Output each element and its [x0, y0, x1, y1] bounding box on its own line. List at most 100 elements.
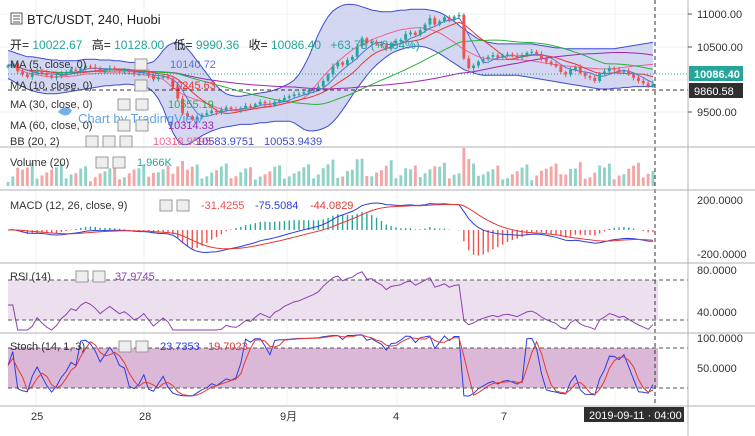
- candle-body: [98, 68, 102, 72]
- ma10-settings-icon[interactable]: [134, 79, 148, 92]
- price-tick: 9500.00: [697, 107, 737, 119]
- volume-bar: [108, 168, 112, 186]
- candle-body: [627, 71, 631, 75]
- candle-body: [69, 69, 73, 73]
- volume-bar: [399, 175, 403, 186]
- volume-bar: [370, 176, 374, 186]
- macd-settings-icon[interactable]: [159, 199, 173, 212]
- stoch-close-icon[interactable]: [135, 340, 149, 353]
- stoch-label[interactable]: Stoch (14, 1, 3): [10, 341, 85, 353]
- volume-bar: [491, 169, 495, 186]
- volume-close-icon[interactable]: [112, 156, 126, 169]
- candle-body: [355, 46, 359, 57]
- stoch-axis[interactable]: 100.0000 50.0000: [697, 333, 743, 375]
- bb-settings-icon[interactable]: [85, 135, 133, 148]
- volume-bar: [355, 159, 359, 186]
- volume-bar: [607, 163, 611, 186]
- macd-histogram: [12, 212, 654, 256]
- ma5-settings-icon[interactable]: [134, 58, 148, 71]
- volume-bar: [549, 166, 553, 186]
- candle-body: [336, 62, 340, 67]
- bb-basis-line: [7, 27, 654, 112]
- candle-body: [467, 58, 471, 69]
- candle-body: [622, 71, 626, 73]
- volume-bar: [496, 165, 500, 186]
- candle-body: [520, 55, 524, 58]
- macd-axis[interactable]: 200.0000 -200.0000: [697, 195, 747, 261]
- volume-bar: [59, 163, 63, 186]
- tradingview-watermark[interactable]: Chart by TradingView: [58, 107, 203, 126]
- ma30-settings-icon[interactable]: [117, 98, 149, 111]
- watermark-text: Chart by TradingView: [78, 111, 203, 126]
- volume-bar: [84, 166, 87, 186]
- rsi-tick: 40.0000: [697, 307, 737, 319]
- rsi-label[interactable]: RSI (14): [10, 271, 51, 283]
- symbol-title[interactable]: BTC/USDT, 240, Huobi: [27, 12, 161, 27]
- candle-body: [205, 113, 209, 115]
- volume-bar: [132, 169, 136, 186]
- candle-body: [210, 110, 214, 114]
- candle-body: [50, 75, 54, 78]
- volume-bar: [559, 174, 563, 186]
- candle-body: [122, 70, 126, 72]
- volume-bar: [224, 163, 228, 186]
- volume-bar: [472, 163, 475, 186]
- ma30-label[interactable]: MA (30, close, 0): [10, 99, 93, 111]
- ma60-settings-icon[interactable]: [117, 119, 149, 132]
- volume-bar: [341, 176, 345, 186]
- stoch-d-value: 19.7023: [208, 341, 248, 353]
- candle-body: [190, 116, 194, 120]
- bb-label[interactable]: BB (20, 2): [10, 136, 60, 148]
- stoch-settings-icon[interactable]: [118, 340, 132, 353]
- rsi-settings-icon[interactable]: [75, 270, 89, 283]
- candle-body: [21, 71, 24, 75]
- candle-body: [443, 17, 446, 22]
- volume-bar: [30, 162, 34, 186]
- candle-body: [64, 72, 68, 74]
- rsi-close-icon[interactable]: [92, 270, 106, 283]
- ma60-label[interactable]: MA (60, close, 0): [10, 120, 93, 132]
- volume-bar: [147, 176, 151, 186]
- ma5-label[interactable]: MA (5, close, 0): [10, 59, 86, 71]
- candle-body: [108, 68, 112, 70]
- ma10-label[interactable]: MA (10, close, 0): [10, 80, 93, 92]
- volume-bar: [181, 161, 184, 186]
- candle-body: [283, 97, 286, 101]
- price-axis[interactable]: 11000.00 10500.00 9500.00: [697, 9, 743, 119]
- candle-body: [588, 76, 592, 78]
- volume-bar: [219, 166, 223, 186]
- volume-bar: [646, 173, 650, 186]
- volume-bar: [35, 178, 39, 186]
- volume-bar: [637, 162, 640, 186]
- candle-body: [55, 76, 58, 78]
- macd-line: [7, 202, 654, 254]
- volume-bar: [462, 148, 466, 186]
- volume-bar: [156, 172, 160, 186]
- candle-body: [137, 73, 141, 75]
- volume-bar: [617, 175, 621, 186]
- rsi-axis[interactable]: 80.0000 40.0000: [697, 265, 737, 319]
- candle-body: [409, 32, 412, 35]
- candle-body: [641, 80, 645, 84]
- candle-body: [302, 92, 306, 94]
- crosshair-time-tag: [584, 407, 684, 422]
- volume-settings-icon[interactable]: [95, 156, 109, 169]
- candle-body: [607, 68, 611, 72]
- candle-body: [540, 54, 543, 59]
- volume-bar: [312, 178, 315, 186]
- volume-bar: [540, 170, 543, 186]
- volume-bar: [612, 179, 616, 186]
- macd-label[interactable]: MACD (12, 26, close, 9): [10, 200, 127, 212]
- candle-body: [457, 14, 461, 17]
- candle-body: [651, 83, 655, 87]
- pane-legends: Volume (20) 1.966K MACD (12, 26, close, …: [10, 156, 353, 353]
- macd-close-icon[interactable]: [176, 199, 190, 212]
- candle-body: [307, 90, 311, 93]
- stoch-k-value: 23.7353: [160, 341, 200, 353]
- time-axis[interactable]: 25 28 9月 4 7: [31, 411, 507, 423]
- volume-bar: [302, 167, 306, 186]
- volume-label[interactable]: Volume (20): [10, 157, 69, 169]
- volume-bar: [113, 165, 117, 186]
- candle-body: [346, 60, 349, 65]
